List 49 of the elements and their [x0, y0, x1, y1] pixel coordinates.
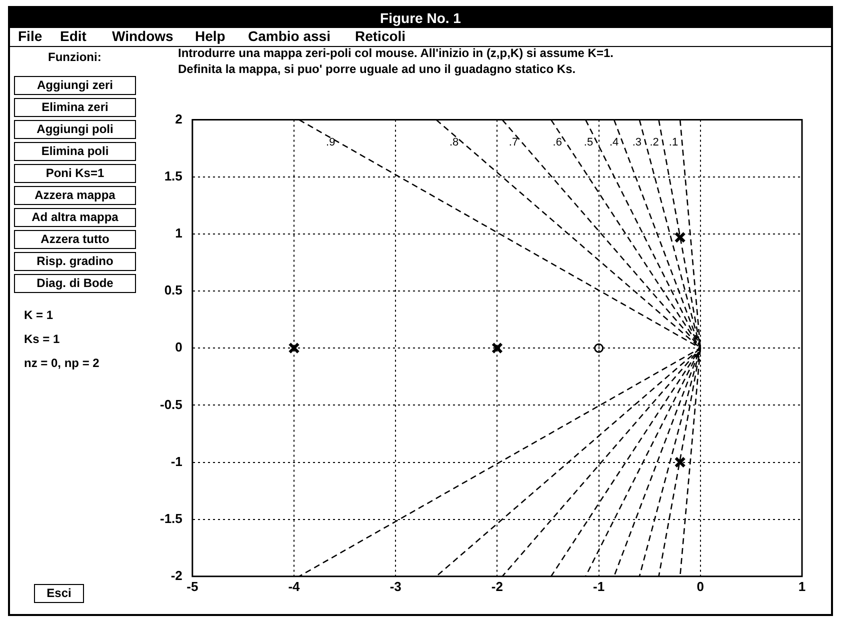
text: Ad altra mappa — [14, 208, 136, 227]
x-tick-label: -5 — [186, 578, 198, 594]
series-label: .5 — [584, 136, 594, 149]
text: Introdurre una mappa zeri-poli col mouse. All'inizio in (z,p,K) si assume K=1. — [178, 46, 614, 60]
text: File — [18, 28, 42, 44]
series-label: .1 — [668, 136, 678, 149]
series-label: .2 — [650, 136, 659, 149]
text: Elimina poli — [14, 142, 136, 161]
text: Edit — [60, 28, 86, 44]
text: Reticoli — [355, 28, 406, 44]
x-tick-label: -4 — [288, 578, 301, 594]
x-tick-label: -3 — [390, 578, 402, 594]
text: Aggiungi zeri — [14, 76, 136, 95]
y-tick-label: 0 — [175, 340, 182, 355]
y-tick-label: -1.5 — [160, 510, 182, 526]
x-tick-label: -2 — [491, 578, 503, 594]
text: Funzioni: — [48, 50, 102, 64]
y-tick-label: 1 — [175, 226, 182, 241]
text: Risp. gradino — [14, 252, 136, 271]
text: Cambio assi — [248, 28, 330, 44]
x-tick-label: 0 — [696, 578, 704, 594]
text: Windows — [112, 28, 174, 44]
y-tick-label: 2 — [175, 111, 182, 126]
y-tick-label: -0.5 — [160, 396, 182, 412]
text: Diag. di Bode — [14, 274, 136, 293]
series-label: .9 — [326, 136, 336, 149]
text: Help — [195, 28, 226, 44]
text: Azzera tutto — [14, 230, 136, 249]
y-tick-label: -1 — [170, 454, 182, 469]
series-label: .3 — [632, 136, 642, 149]
text: Esci — [34, 584, 84, 603]
text: Ks = 1 — [24, 332, 60, 346]
text: Poni Ks=1 — [14, 164, 136, 183]
text: Elimina zeri — [14, 98, 136, 117]
text: Azzera mappa — [14, 186, 136, 205]
x-tick-label: -1 — [593, 578, 605, 594]
series-label: .6 — [552, 136, 562, 149]
y-tick-label: 1.5 — [164, 168, 182, 184]
text: Aggiungi poli — [14, 120, 136, 139]
series-label: .7 — [508, 136, 518, 149]
series-label: .8 — [449, 136, 459, 149]
text: K = 1 — [24, 308, 54, 322]
chart-title: Figure No. 1 — [10, 8, 831, 28]
y-tick-label: -2 — [170, 568, 182, 583]
series-label: .4 — [609, 136, 619, 149]
x-tick-label: 1 — [798, 578, 806, 594]
text: Definita la mappa, si puo' porre uguale ad uno il guadagno statico Ks. — [178, 62, 576, 76]
y-tick-label: 0.5 — [164, 282, 182, 298]
text: nz = 0, np = 2 — [24, 356, 100, 370]
